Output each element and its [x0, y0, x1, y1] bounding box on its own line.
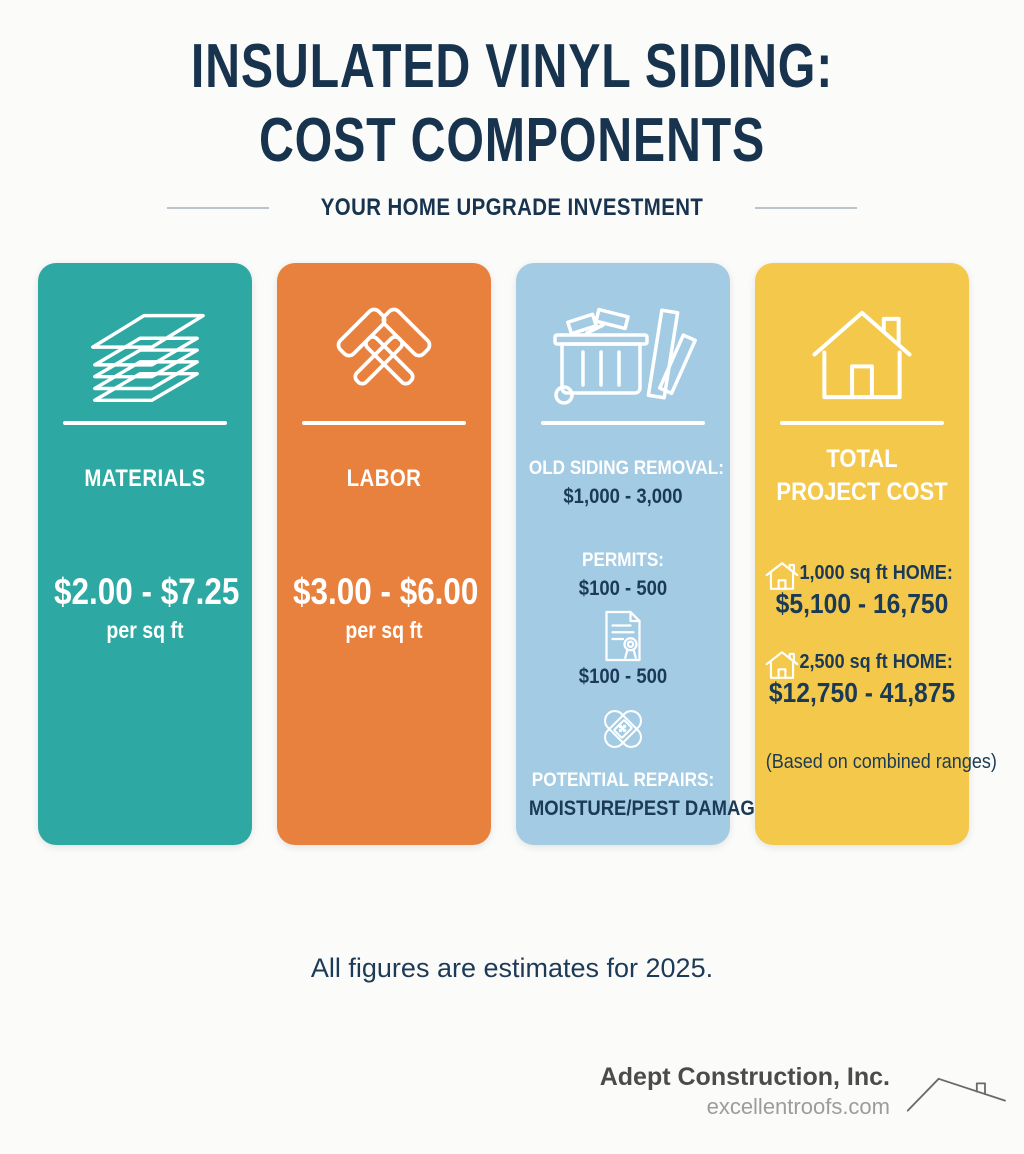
- small-house-icon: [765, 561, 799, 596]
- bandage-icon: [592, 701, 654, 755]
- siding-stack-icon: [81, 299, 209, 411]
- page-title-line2: COST COMPONENTS: [258, 106, 766, 175]
- labor-price: $3.00 - $6.00: [293, 571, 479, 612]
- labor-unit: per sq ft: [345, 617, 423, 643]
- materials-label: MATERIALS: [84, 465, 206, 492]
- materials-unit: per sq ft: [106, 617, 184, 643]
- disclaimer-text: All figures are estimates for 2025.: [310, 953, 714, 983]
- subtitle-left-rule: [166, 207, 269, 209]
- home-2500-value: $12,750 - 41,875: [768, 677, 956, 708]
- dumpster-icon: [547, 299, 699, 411]
- materials-price: $2.00 - $7.25: [54, 571, 240, 612]
- potential-repairs-value: MOISTURE/PEST DAMAGE: [528, 797, 768, 820]
- total-card: TOTAL PROJECT COST 1,000 sq ft HOME: $5,…: [755, 263, 997, 845]
- home-2500-row: 2,500 sq ft HOME: $12,750 - 41,875: [755, 650, 969, 709]
- house-icon: [801, 299, 923, 411]
- subtitle-row: YOUR HOME UPGRADE INVESTMENT: [0, 194, 1024, 222]
- card-divider: [302, 421, 466, 425]
- subtitle-right-rule: [755, 207, 858, 209]
- card-divider: [780, 421, 944, 425]
- total-note: (Based on combined ranges): [765, 751, 997, 773]
- company-name: Adept Construction, Inc.: [599, 1063, 890, 1091]
- company-website: excellentroofs.com: [706, 1094, 890, 1119]
- permits-value: $100 - 500: [578, 577, 668, 600]
- total-title-line2: PROJECT COST: [776, 478, 948, 506]
- old-siding-removal-label: OLD SIDING REMOVAL:: [528, 457, 724, 479]
- card-divider: [63, 421, 227, 425]
- header: INSULATED VINYL SIDING: COST COMPONENTS …: [0, 36, 1024, 222]
- old-siding-removal-value: $1,000 - 3,000: [563, 485, 683, 508]
- removal-card: OLD SIDING REMOVAL: $1,000 - 3,000 PERMI…: [516, 263, 768, 845]
- potential-repairs-label: POTENTIAL REPAIRS:: [531, 769, 715, 791]
- home-1000-value: $5,100 - 16,750: [775, 588, 949, 619]
- inspection-value: $100 - 500: [578, 665, 668, 688]
- total-title: TOTAL PROJECT COST: [768, 443, 956, 509]
- repairs-item: POTENTIAL REPAIRS: MOISTURE/PEST DAMAGE: [516, 769, 768, 821]
- roofline-logo-icon: [900, 1067, 1010, 1122]
- labor-label: LABOR: [346, 465, 422, 492]
- total-title-line1: TOTAL: [826, 445, 898, 473]
- crossed-hammers-icon: [325, 299, 443, 411]
- small-house-icon: [765, 650, 799, 685]
- permits-item: PERMITS: $100 - 500: [516, 549, 730, 601]
- home-1000-label: 1,000 sq ft HOME:: [799, 561, 953, 584]
- removal-item: OLD SIDING REMOVAL: $1,000 - 3,000: [516, 457, 730, 509]
- brand-text: Adept Construction, Inc. excellentroofs.…: [600, 1063, 890, 1120]
- certificate-icon: [599, 609, 647, 663]
- page-subtitle: YOUR HOME UPGRADE INVESTMENT: [320, 194, 704, 221]
- labor-card: LABOR $3.00 - $6.00 per sq ft: [277, 263, 491, 845]
- card-divider: [541, 421, 705, 425]
- materials-card: MATERIALS $2.00 - $7.25 per sq ft: [38, 263, 252, 845]
- brand-block: Adept Construction, Inc. excellentroofs.…: [600, 1063, 1010, 1122]
- home-1000-row: 1,000 sq ft HOME: $5,100 - 16,750: [755, 561, 969, 620]
- cost-cards-row: MATERIALS $2.00 - $7.25 per sq ft: [38, 263, 997, 845]
- page-title-line1: INSULATED VINYL SIDING:: [190, 32, 834, 101]
- permits-label: PERMITS:: [581, 549, 664, 571]
- home-2500-label: 2,500 sq ft HOME:: [799, 650, 953, 673]
